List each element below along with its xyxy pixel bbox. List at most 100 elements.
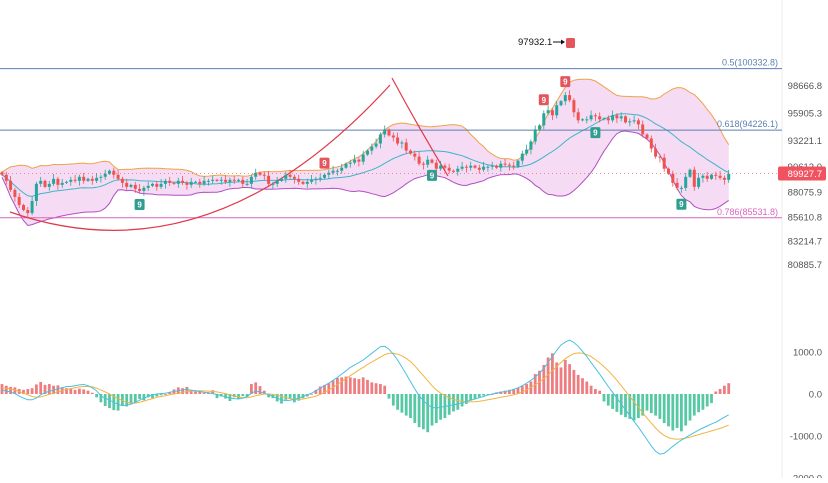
macd-histogram-bar xyxy=(387,394,391,399)
macd-histogram-bar xyxy=(241,394,245,397)
signal-marker-label: 9 xyxy=(137,201,142,210)
macd-histogram-bar xyxy=(417,394,421,428)
macd-histogram-bar xyxy=(581,378,584,394)
macd-axis-tick: 0.0 xyxy=(809,390,822,401)
candle-body xyxy=(228,179,232,182)
macd-histogram-bar xyxy=(374,383,378,394)
candle-body xyxy=(4,174,8,181)
macd-histogram-bar xyxy=(267,394,270,398)
candle-body xyxy=(366,150,369,155)
price-axis-tick: 93221.1 xyxy=(788,136,822,147)
macd-histogram-bar xyxy=(293,394,296,403)
macd-histogram-bar xyxy=(258,386,262,394)
macd-histogram-bar xyxy=(366,379,369,394)
candle-body xyxy=(705,175,709,179)
candle-body xyxy=(138,188,142,191)
candle-body xyxy=(318,177,322,179)
macd-histogram-bar xyxy=(637,394,640,419)
macd-histogram-bar xyxy=(90,392,94,394)
candle-body xyxy=(60,182,64,185)
candle-body xyxy=(95,177,99,181)
candle-body xyxy=(82,176,86,181)
candle-body xyxy=(413,153,417,157)
macd-histogram-bar xyxy=(103,394,107,407)
signal-marker xyxy=(538,94,549,106)
peak-price-label: 97932.1 xyxy=(518,37,552,48)
price-axis-tick: 88075.9 xyxy=(788,188,822,199)
candle-body xyxy=(439,165,443,169)
candle-body xyxy=(206,180,210,182)
candle-body xyxy=(533,129,537,142)
macd-histogram-bar xyxy=(585,381,589,394)
macd-histogram-bar xyxy=(151,394,154,399)
candle-body xyxy=(155,183,159,187)
candle-body xyxy=(701,175,705,178)
candle-body xyxy=(176,180,180,184)
macd-histogram-bar xyxy=(409,394,412,419)
candle-body xyxy=(593,115,597,117)
macd-indicator xyxy=(0,339,731,455)
macd-histogram-bar xyxy=(645,394,649,411)
macd-histogram-bar xyxy=(551,353,554,394)
candle-body xyxy=(490,165,494,167)
candle-body xyxy=(417,156,421,164)
candle-body xyxy=(194,181,197,183)
candle-body xyxy=(684,176,688,188)
macd-histogram-bar xyxy=(452,394,455,412)
macd-histogram-bar xyxy=(125,394,129,407)
candle-body xyxy=(550,110,554,116)
candle-body xyxy=(267,175,271,184)
candle-body xyxy=(482,166,486,170)
candle-body xyxy=(232,179,236,181)
macd-histogram-bar xyxy=(310,394,313,395)
candle-body xyxy=(486,166,490,168)
macd-histogram-bar xyxy=(86,390,90,394)
macd-axis-tick: -1000.0 xyxy=(790,432,822,443)
macd-histogram-bar xyxy=(0,384,4,394)
candle-body xyxy=(503,163,507,165)
macd-histogram-bar xyxy=(482,394,485,396)
candle-body xyxy=(112,170,116,175)
peak-annotation: 97932.1 xyxy=(518,37,575,48)
macd-histogram-bar xyxy=(340,377,344,394)
macd-histogram-bar xyxy=(701,394,705,410)
macd-histogram-bar xyxy=(185,386,189,394)
macd-histogram-bar xyxy=(43,384,47,394)
macd-histogram-bar xyxy=(47,384,51,394)
candle-body xyxy=(546,110,550,114)
candle-body xyxy=(181,180,185,183)
candle-body xyxy=(516,160,520,167)
current-price-text: 89927.7 xyxy=(788,169,822,180)
candle-body xyxy=(353,159,357,163)
price-axis-tick: 95905.3 xyxy=(788,109,822,120)
macd-histogram-bar xyxy=(353,378,356,394)
macd-axis-tick: 1000.0 xyxy=(793,348,822,359)
macd-histogram-bar xyxy=(26,389,30,394)
macd-histogram-bar xyxy=(576,374,580,394)
macd-histogram-bar xyxy=(370,382,374,394)
macd-histogram-bar xyxy=(400,394,404,413)
price-axis-tick: 98666.8 xyxy=(788,81,822,92)
candle-body xyxy=(396,137,400,144)
candle-body xyxy=(697,177,701,187)
signal-marker xyxy=(319,157,330,169)
candle-body xyxy=(189,181,193,185)
macd-histogram-bar xyxy=(413,394,417,424)
candle-body xyxy=(331,170,335,173)
candle-body xyxy=(538,125,541,130)
macd-histogram-bar xyxy=(654,394,657,416)
macd-histogram-bar xyxy=(254,382,258,394)
candle-body xyxy=(211,179,215,181)
macd-histogram-bar xyxy=(705,394,709,407)
macd-histogram-bar xyxy=(194,391,197,394)
macd-histogram-bar xyxy=(520,385,524,394)
candle-body xyxy=(714,174,718,176)
peak-arrow-icon xyxy=(561,39,565,45)
candle-body xyxy=(344,163,348,168)
macd-histogram-bar xyxy=(314,389,318,394)
macd-histogram-bar xyxy=(525,384,528,394)
macd-histogram-bar xyxy=(727,383,731,394)
macd-histogram-bar xyxy=(667,394,670,427)
